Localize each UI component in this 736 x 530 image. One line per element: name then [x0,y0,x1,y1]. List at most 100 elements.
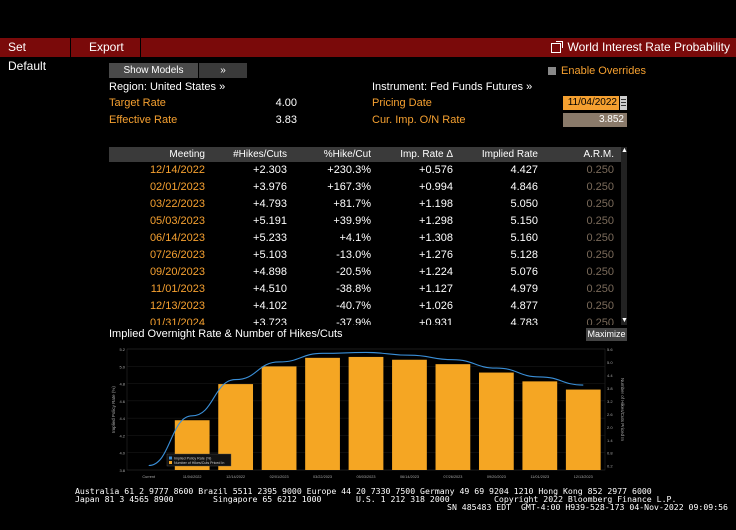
y-left-tick-label: 4.4 [119,416,125,421]
scroll-down-icon[interactable]: ▼ [621,317,627,324]
table-cell: 5.150 [510,215,538,227]
table-row[interactable]: 02/01/2023 +3.976 +167.3% +0.994 4.846 0.250 [109,179,627,196]
meetings-table: Meeting #Hikes/Cuts %Hike/Cut Imp. Rate … [109,147,627,325]
x-tick-label: 11/01/2023 [530,475,549,479]
cur-imp-rate-input[interactable]: 3.852 [563,113,627,127]
y-left-tick-label: 4.0 [119,451,125,456]
table-cell: 05/03/2023 [149,215,205,227]
enable-overrides[interactable]: Enable Overrides [548,65,646,77]
table-cell: 4.846 [510,181,538,193]
table-row[interactable]: 07/26/2023 +5.103 -13.0% +1.276 5.128 0.250 [109,247,627,264]
table-cell: 11/01/2023 [150,283,205,295]
header-meeting[interactable]: Meeting [169,149,205,160]
chart-bar [565,389,601,470]
table-cell: +4.793 [253,198,287,210]
calendar-icon[interactable] [620,96,627,110]
rate-chart: 5.2 5.0 4.8 4.6 4.4 4.2 4.0 3.8 5.6 5.0 4.4 3.8 3.2 2… [111,347,625,479]
show-models-expand-icon[interactable]: » [220,65,226,76]
table-cell: -20.5% [336,266,371,278]
table-row[interactable]: 06/14/2023 +5.233 +4.1% +1.308 5.160 0.250 [109,230,627,247]
implied-rate-line [148,351,584,467]
region-selector[interactable]: Region: United States » [109,81,226,93]
y-right-axis-label: Number of Hikes/Cuts Priced In [620,378,625,442]
table-cell: +4.1% [339,232,372,244]
table-cell: 02/01/2023 [149,181,205,193]
table-cell: 09/20/2023 [149,266,205,278]
chart-title: Implied Overnight Rate & Number of Hikes… [109,328,343,340]
table-cell: -13.0% [336,249,371,261]
chart-bar [435,364,471,470]
y-right-tick-label: 0.8 [607,451,613,456]
target-rate-value: 4.00 [275,97,297,109]
table-cell: +4.510 [253,283,287,295]
show-models-bar: Show Models » [109,63,247,78]
y-right-tick-label: 3.8 [607,386,613,391]
pricing-date-input[interactable]: 11/04/2022 [563,96,619,110]
header-implied-rate[interactable]: Implied Rate [481,149,538,160]
ticker-line-1: Australia 61 2 9777 8600 Brazil 5511 239… [75,486,652,496]
header-hikes-cuts[interactable]: #Hikes/Cuts [233,149,287,160]
set-default-menu[interactable]: Set Default [0,38,71,73]
y-right-tick-label: 5.0 [607,360,613,365]
table-cell: 12/13/2023 [149,300,205,312]
chart-bar [392,359,427,470]
footer-ticker: Australia 61 2 9777 8600 Brazil 5511 239… [0,487,736,523]
table-cell: +1.198 [419,198,453,210]
instrument-selector[interactable]: Instrument: Fed Funds Futures » [372,81,533,93]
external-link-icon[interactable] [551,40,564,53]
table-cell: 01/31/2024 [149,317,205,325]
table-cell: 0.250 [586,181,614,193]
y-left-tick-label: 5.2 [119,347,125,352]
table-row[interactable]: 01/31/2024 +3.723 -37.9% +0.931 4.783 0.250 [109,315,627,325]
table-cell: 5.050 [510,198,538,210]
table-cell: +4.102 [253,300,287,312]
table-cell: 4.783 [510,317,538,325]
x-tick-label: 06/14/2023 [400,475,419,479]
table-cell: +81.7% [333,198,371,210]
effective-rate-value: 3.83 [275,114,297,126]
table-row[interactable]: 09/20/2023 +4.898 -20.5% +1.224 5.076 0.250 [109,264,627,281]
target-rate-label: Target Rate [109,97,166,109]
y-left-tick-label: 4.6 [119,399,125,404]
table-cell: 4.979 [510,283,538,295]
header-arm[interactable]: A.R.M. [583,149,614,160]
x-tick-label: 05/03/2023 [356,475,375,479]
x-tick-label: 09/20/2023 [487,475,506,479]
ticker-line-3: SN 485483 EDT GMT-4:00 H939-528-173 04-N… [447,502,728,512]
table-cell: +39.9% [333,215,371,227]
table-row[interactable]: 03/22/2023 +4.793 +81.7% +1.198 5.050 0.250 [109,196,627,213]
chart-bar [261,366,297,470]
effective-rate-label: Effective Rate [109,114,178,126]
table-cell: +1.127 [419,283,453,295]
chart-bar [478,372,514,470]
table-row[interactable]: 12/14/2022 +2.303 +230.3% +0.576 4.427 0.250 [109,162,627,179]
table-cell: 5.128 [510,249,538,261]
export-menu[interactable]: Export [71,38,141,57]
table-cell: +5.233 [253,232,287,244]
table-cell: +0.576 [419,164,453,176]
x-tick-label: 03/22/2023 [313,475,332,479]
table-scrollbar[interactable]: ▲ ▼ [621,147,627,325]
table-cell: +230.3% [327,164,371,176]
enable-overrides-checkbox[interactable] [548,67,556,75]
table-row[interactable]: 11/01/2023 +4.510 -38.8% +1.127 4.979 0.250 [109,281,627,298]
maximize-button[interactable]: Maximize [586,328,627,341]
table-cell: +2.303 [253,164,287,176]
cur-imp-rate-label: Cur. Imp. O/N Rate [372,114,466,126]
window-title-text: World Interest Rate Probability [567,40,730,54]
table-cell: +5.191 [253,215,287,227]
scroll-up-icon[interactable]: ▲ [621,147,627,154]
y-right-tick-label: 1.4 [607,438,613,443]
legend-swatch-bar [169,461,172,464]
table-row[interactable]: 05/03/2023 +5.191 +39.9% +1.298 5.150 0.250 [109,213,627,230]
header-imp-rate-delta[interactable]: Imp. Rate Δ [400,149,453,160]
table-cell: 0.250 [586,249,614,261]
table-cell: 03/22/2023 [149,198,205,210]
legend-label-bar: Number of Hikes/Cuts Priced In [174,461,224,465]
table-cell: -37.9% [336,317,371,325]
table-cell: 0.250 [586,317,614,325]
table-row[interactable]: 12/13/2023 +4.102 -40.7% +1.026 4.877 0.250 [109,298,627,315]
header-pct-hike-cut[interactable]: %Hike/Cut [323,149,371,160]
show-models-button[interactable]: Show Models [109,63,199,78]
table-cell: 0.250 [586,198,614,210]
